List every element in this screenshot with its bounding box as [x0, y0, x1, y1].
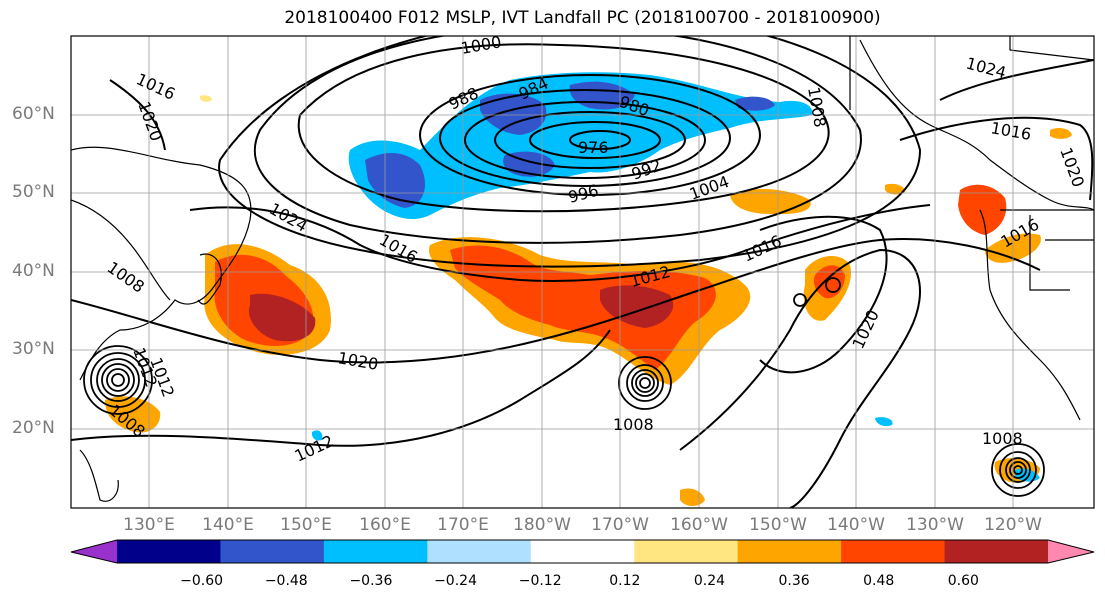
lon-label-130e: 130°E [123, 515, 175, 535]
colorbar-tick-label: −0.36 [349, 573, 393, 589]
colorbar-tick-label: 0.12 [609, 573, 641, 589]
lat-label-60n: 60°N [12, 104, 55, 124]
lon-label-140w: 140°W [827, 515, 885, 535]
isobar-label: 976 [578, 138, 609, 157]
mslp-isobars [71, 36, 1094, 508]
isobar-label: 1000 [459, 32, 502, 58]
lon-label-150w: 150°W [749, 515, 807, 535]
lat-label-40n: 40°N [12, 261, 55, 281]
low-pressure-centers [83, 277, 1045, 497]
graticule [71, 36, 1094, 508]
lon-label-120w: 120°W [984, 515, 1042, 535]
colorbar-tick-label: −0.24 [434, 573, 477, 589]
colorbar-tick-label: −0.60 [180, 573, 224, 589]
isobar-label: 1008 [982, 429, 1023, 448]
colorbar-tick-label: −0.12 [518, 573, 562, 589]
lon-label-170e: 170°E [437, 515, 489, 535]
coastlines [71, 36, 1094, 502]
map-frame [70, 35, 1095, 509]
lat-label-50n: 50°N [12, 182, 55, 202]
lon-label-180w: 180°W [513, 515, 571, 535]
lon-label-170w: 170°W [591, 515, 649, 535]
map-title: 2018100400 F012 MSLP, IVT Landfall PC (2… [284, 8, 881, 28]
isobar-label: 1008 [613, 415, 654, 434]
lon-label-130w: 130°W [906, 515, 964, 535]
lat-label-20n: 20°N [12, 418, 55, 438]
lat-label-30n: 30°N [12, 339, 55, 359]
colorbar-tick-label: 0.24 [693, 573, 726, 589]
colorbar-tick-label: 0.36 [778, 573, 810, 589]
colorbar-tick-label: 0.60 [947, 573, 979, 589]
lon-label-150e: 150°E [280, 515, 332, 535]
lon-label-140e: 140°E [202, 515, 254, 535]
colorbar-tick-label: 0.48 [863, 573, 895, 589]
lon-label-160w: 160°W [670, 515, 728, 535]
colorbar-tick-label: −0.48 [264, 573, 308, 589]
lon-label-160e: 160°E [359, 515, 411, 535]
